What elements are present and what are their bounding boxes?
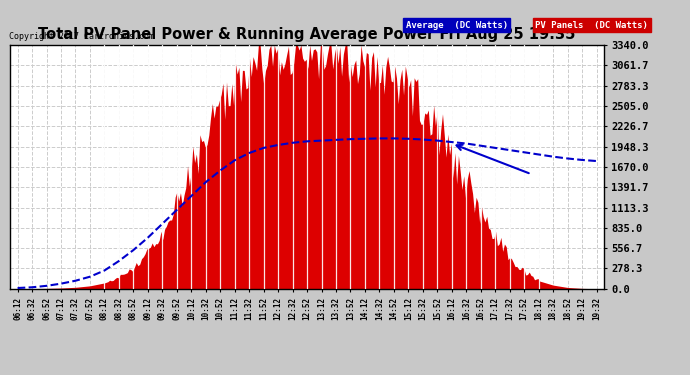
Text: Average  (DC Watts): Average (DC Watts) — [406, 21, 508, 30]
Title: Total PV Panel Power & Running Average Power Fri Aug 25 19:35: Total PV Panel Power & Running Average P… — [39, 27, 575, 42]
Text: Copyright 2017 Cartronics.com: Copyright 2017 Cartronics.com — [9, 32, 154, 41]
Text: PV Panels  (DC Watts): PV Panels (DC Watts) — [535, 21, 649, 30]
